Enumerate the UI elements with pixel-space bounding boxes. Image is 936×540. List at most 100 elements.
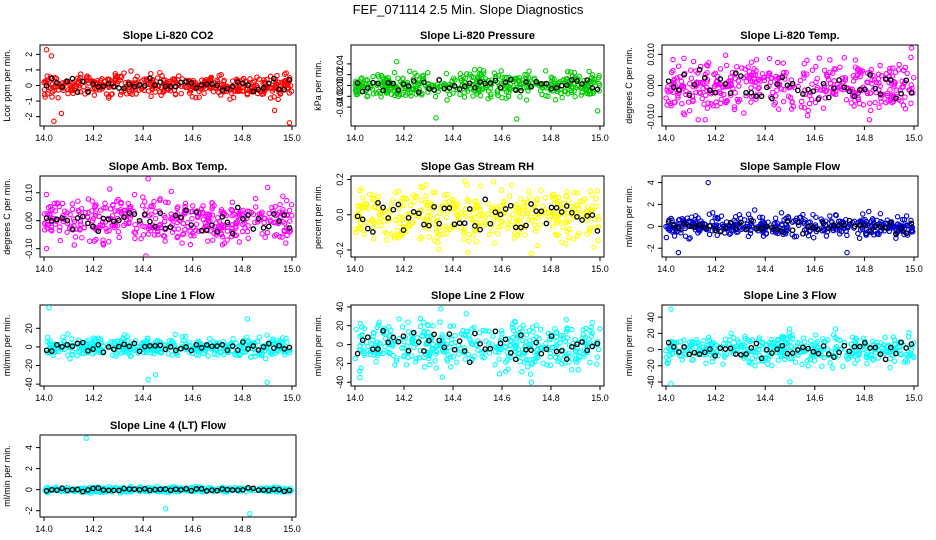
data-point [449,78,456,84]
data-point [482,328,489,334]
y-axis-label: kPa per min. [313,60,323,111]
data-point [361,80,368,87]
data-point [860,102,867,108]
data-point [475,347,481,353]
data-point [214,82,220,89]
data-point [271,211,277,217]
data-point [157,486,164,493]
data-point [363,77,369,84]
data-point [193,486,200,492]
data-point [275,96,281,103]
data-point [218,72,224,78]
data-point [47,211,53,217]
data-point [586,68,592,75]
data-point [385,341,392,348]
data-point [270,208,276,214]
data-point [277,201,283,208]
data-point [535,242,541,249]
data-point [255,215,262,222]
data-point [734,96,741,103]
data-point [118,350,124,356]
data-point [244,228,251,235]
data-point [461,83,468,90]
data-point [229,343,236,349]
data-point [783,69,790,76]
y-tick-label: -0.02 [335,86,345,107]
data-point [463,213,469,219]
data-point [512,87,519,93]
data-point [580,331,587,338]
data-point [840,219,847,226]
x-tick-label: 14.6 [184,524,202,534]
data-point [444,191,451,198]
data-point [49,94,55,100]
data-point [769,224,775,231]
data-point [416,77,422,84]
y-tick-label: 0.00 [335,77,345,95]
data-point [466,238,472,244]
data-point [665,84,671,90]
data-point [541,80,548,87]
data-point [543,80,550,87]
data-point [596,72,602,79]
data-point [548,333,555,340]
data-point [485,88,492,94]
data-point [520,337,526,344]
data-point [199,85,205,91]
data-point [538,350,545,357]
data-point [882,356,889,363]
data-point [805,223,811,230]
data-point [665,218,672,225]
data-points [41,46,295,126]
plot-frame [39,175,297,258]
data-point [80,486,86,492]
data-point [267,95,274,101]
data-point [264,184,271,191]
chart-panel-4: Slope Amb. Box Temp.degrees C per min. -0… [2,161,301,274]
data-point [423,182,429,188]
data-point [513,116,520,122]
data-point [815,226,822,233]
data-point [492,77,499,84]
data-point [802,217,808,223]
data-point [552,97,559,103]
data-point [245,82,251,89]
data-point [86,238,93,244]
data-point [43,347,50,354]
data-point [492,209,499,216]
data-point [872,223,879,229]
data-point [489,204,495,211]
data-point [431,331,437,338]
data-point [717,345,724,351]
data-point [419,333,425,340]
data-point [856,235,863,242]
data-point [784,218,791,225]
data-point [570,85,576,91]
data-point [727,92,734,98]
x-tick-label: 14.0 [35,393,53,403]
data-point [587,328,593,334]
data-point [69,351,75,358]
data-point [196,228,202,234]
data-point [236,239,243,245]
data-point [743,351,749,357]
data-point [158,92,164,99]
data-point [533,81,539,87]
data-point [421,221,427,228]
x-tick-label: 15.0 [905,133,923,143]
data-point [48,218,55,224]
data-point [437,340,443,347]
data-point [230,336,236,342]
data-point [167,344,174,350]
data-point [825,94,832,101]
data-point [51,200,58,207]
x-tick-label: 14.6 [493,133,511,143]
data-point [866,117,873,123]
data-point [364,334,371,341]
data-point [217,349,223,356]
data-point [77,219,84,225]
data-point [774,223,780,229]
data-point [555,358,562,365]
data-point [434,234,441,241]
data-point [46,305,52,311]
